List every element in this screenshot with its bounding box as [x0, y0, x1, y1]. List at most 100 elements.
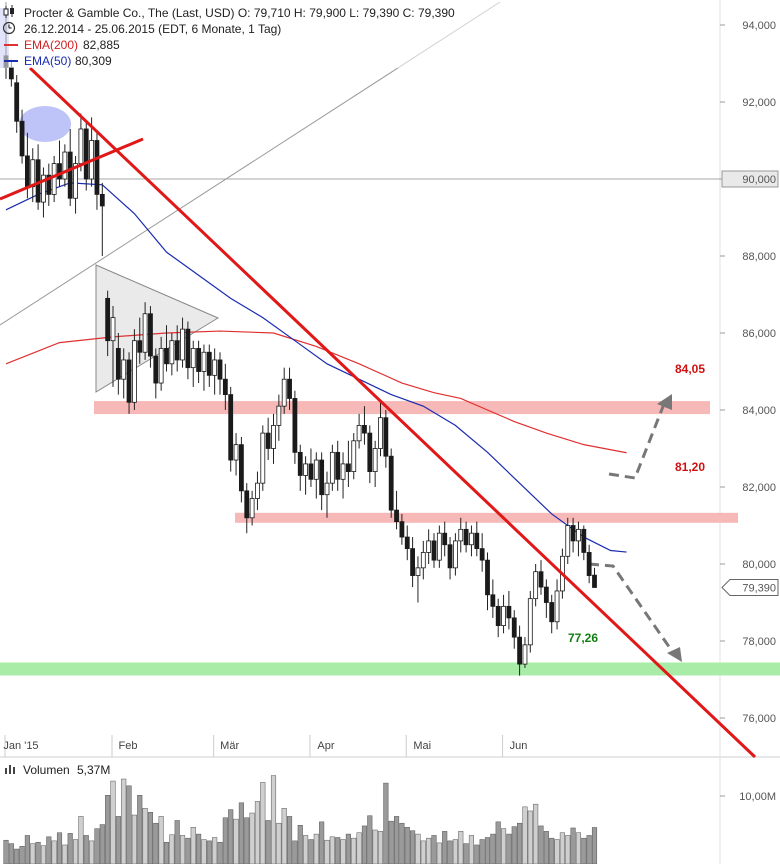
volume-bar	[94, 828, 100, 864]
volume-bar	[180, 835, 186, 864]
top-highlight-ellipse	[19, 106, 71, 142]
volume-bar	[121, 778, 127, 864]
ema50-line	[5, 182, 627, 553]
resistance-upper-label: 84,05	[675, 362, 705, 376]
volume-bar	[14, 848, 20, 864]
candle-body	[549, 602, 555, 623]
candle-body	[313, 459, 319, 480]
support-band	[0, 662, 780, 676]
volume-bar	[463, 843, 469, 864]
volume-icon	[5, 765, 15, 774]
volume-bar	[174, 820, 180, 864]
candle-body	[212, 359, 218, 376]
candle-body	[67, 151, 73, 199]
candle-body	[351, 440, 357, 472]
candle-body	[527, 598, 533, 646]
volume-bar	[399, 822, 405, 864]
candle-body	[265, 432, 271, 449]
volume-bar	[83, 835, 89, 864]
candle-body	[383, 417, 389, 457]
volume-bar	[287, 816, 293, 864]
candle-body	[324, 482, 330, 496]
volume-bar	[388, 820, 394, 864]
volume-bar	[281, 807, 287, 864]
volume-bar	[549, 837, 555, 864]
candle-body	[8, 66, 14, 80]
candle-body	[180, 328, 185, 361]
volume-bar	[591, 827, 598, 864]
volume-bar	[468, 835, 474, 864]
candle-body	[222, 378, 228, 396]
clock-icon	[2, 21, 16, 35]
volume-bar	[420, 840, 426, 864]
volume-bar	[308, 839, 314, 864]
volume-bar	[8, 843, 14, 864]
x-tick-label: Jan '15	[3, 740, 38, 752]
candle-body	[233, 444, 239, 461]
volume-bar	[436, 842, 442, 864]
candle-body	[431, 540, 437, 561]
candle-body	[490, 594, 496, 607]
x-tick-label: Jun	[510, 740, 528, 752]
volume-bar	[158, 816, 164, 864]
candle-body	[142, 313, 148, 353]
volume-bar	[484, 837, 491, 864]
volume-bar	[356, 832, 362, 864]
volume-bar	[238, 802, 244, 864]
candle-body	[276, 405, 282, 426]
legend-backdrop	[0, 0, 500, 68]
volume-bar	[426, 837, 432, 864]
candle-body	[458, 528, 464, 542]
bearish-arrow	[588, 562, 674, 652]
volume-bar	[297, 824, 303, 864]
volume-bar	[78, 816, 84, 864]
bullish-arrow	[608, 403, 666, 480]
volume-bar	[538, 825, 544, 864]
candle-body	[260, 432, 266, 484]
volume-bar	[3, 839, 9, 864]
volume-bar	[474, 844, 480, 864]
volume-bar	[533, 803, 539, 864]
volume-bar	[458, 831, 464, 864]
resistance-band-lower	[235, 512, 738, 523]
candle-body	[115, 347, 121, 380]
candle-body	[581, 528, 587, 553]
volume-bar	[46, 836, 52, 864]
candle-body	[110, 317, 116, 342]
volume-bar	[383, 782, 389, 864]
candle-body	[367, 432, 373, 473]
candle-body	[356, 424, 362, 442]
candle-body	[447, 544, 453, 569]
volume-bar	[490, 833, 496, 864]
candle-body	[41, 174, 46, 203]
candle-body	[287, 378, 292, 399]
volume-bar	[105, 795, 111, 864]
candle-body	[303, 463, 309, 476]
candle-body	[335, 451, 341, 480]
candle-body	[345, 463, 351, 472]
volume-bar	[126, 785, 132, 864]
candle-body	[190, 347, 196, 369]
triangle-pattern	[95, 264, 220, 393]
volume-bar	[570, 827, 576, 864]
volume-bar	[51, 840, 57, 864]
volume-bar	[163, 841, 170, 864]
candle-body	[522, 644, 528, 665]
candle-body	[511, 617, 517, 638]
highlight-price-label: 90,000	[742, 174, 776, 186]
candle-body	[372, 448, 378, 473]
y-axis: 94,000 92,000 90,000 88,000 86,000 84,000 82,0…	[720, 20, 779, 725]
volume-bar	[517, 822, 523, 864]
ema50-label: EMA(50)	[24, 54, 71, 68]
candle-body	[249, 498, 255, 519]
candle-body	[271, 424, 276, 449]
candle-body	[83, 128, 89, 180]
downtrend-line	[28, 66, 757, 759]
volume-bar	[415, 833, 421, 864]
candle-body	[506, 605, 512, 619]
candle-body	[238, 444, 244, 492]
volume-bar	[24, 835, 30, 864]
volume-bar	[506, 833, 512, 864]
volume-bar	[212, 837, 218, 864]
